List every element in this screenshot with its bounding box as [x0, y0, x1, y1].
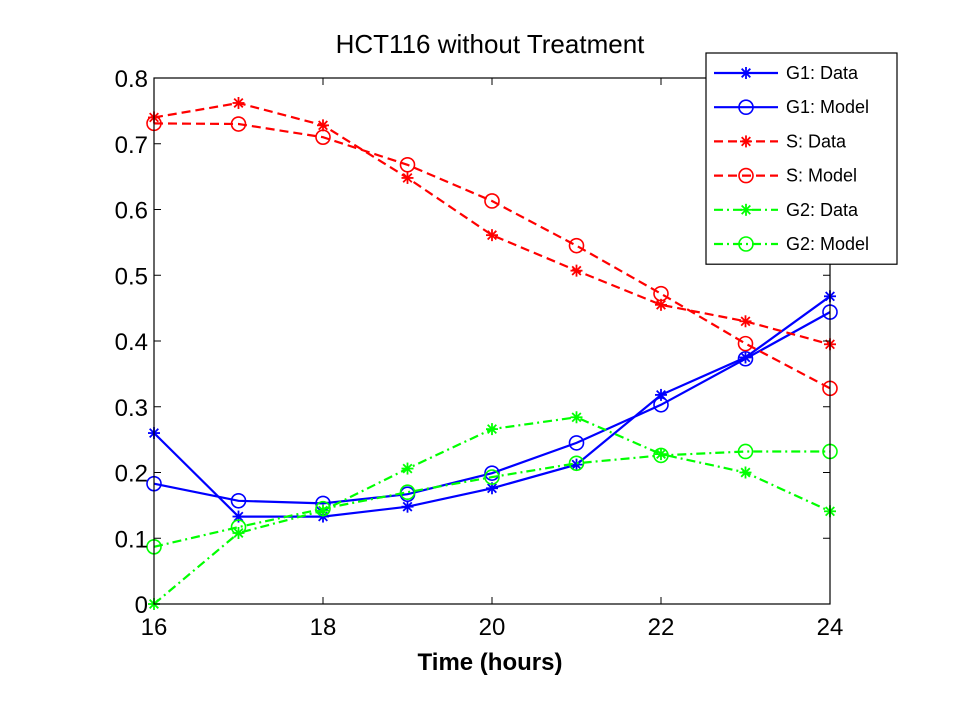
data-point	[401, 171, 414, 184]
data-point	[401, 500, 414, 513]
x-tick-label: 20	[479, 614, 506, 641]
x-tick-label: 24	[817, 614, 844, 641]
data-point	[739, 315, 752, 328]
data-point	[570, 264, 583, 277]
legend-label: G1: Data	[786, 63, 859, 83]
series-line	[153, 101, 831, 346]
data-point	[315, 500, 331, 517]
legend-marker	[738, 99, 754, 115]
data-point	[739, 466, 752, 479]
series-g2-data	[148, 411, 836, 610]
data-point	[317, 119, 329, 132]
legend-item: G1: Model	[714, 97, 869, 117]
legend-marker	[740, 67, 752, 79]
data-point	[230, 519, 247, 535]
legend-item: G2: Data	[714, 200, 859, 220]
legend-marker	[740, 203, 752, 216]
legend-item: G1: Data	[714, 63, 859, 83]
data-point	[653, 447, 669, 464]
series-line	[153, 311, 831, 505]
data-point	[484, 193, 500, 209]
legend-label: S: Model	[786, 166, 857, 186]
legend-marker	[740, 135, 752, 148]
data-point	[484, 465, 500, 481]
data-point	[399, 156, 416, 173]
legend-label: G2: Data	[786, 200, 859, 220]
legend-marker	[738, 167, 754, 184]
x-tick-label: 22	[648, 614, 675, 641]
legend-marker	[738, 236, 754, 252]
data-point	[653, 396, 669, 413]
data-point	[230, 492, 247, 509]
legend-box	[705, 52, 898, 265]
x-tick-label: 16	[141, 614, 168, 641]
x-tick-label: 18	[310, 614, 337, 641]
data-point	[486, 423, 498, 436]
series-line	[153, 122, 831, 390]
legend-label: G1: Model	[786, 97, 869, 117]
series-g1-model	[146, 304, 838, 512]
series-line	[153, 416, 831, 605]
data-point	[570, 411, 583, 424]
data-point	[568, 455, 585, 472]
y-tick-label: 0.7	[115, 132, 148, 159]
legend-item: G2: Model	[714, 234, 869, 254]
data-point	[232, 96, 245, 109]
data-point	[655, 298, 667, 311]
data-point	[399, 484, 416, 501]
data-point	[737, 335, 754, 352]
y-tick-label: 0.5	[115, 263, 148, 290]
data-point	[401, 462, 414, 475]
data-point	[232, 510, 245, 523]
data-point	[737, 350, 754, 367]
legend-label: S: Data	[786, 131, 847, 151]
legend: G1: Data G1: Model S: Data S: Model G2: Data…	[705, 52, 898, 265]
data-point	[653, 285, 669, 302]
data-point	[315, 129, 331, 145]
y-tick-label: 0.2	[115, 461, 148, 488]
axes: 16 18 20 22 24 0 0.1 0.2 0.3 0.4 0.5 0.6 0.7 0.8	[115, 66, 844, 641]
data-point	[655, 448, 667, 461]
data-point	[484, 469, 500, 485]
y-tick-label: 0.8	[115, 66, 148, 93]
data-point	[230, 116, 247, 132]
data-point	[568, 435, 585, 451]
y-tick-label: 0.3	[115, 395, 148, 422]
series-line	[153, 450, 830, 548]
legend-label: G2: Model	[786, 234, 869, 254]
y-tick-label: 0	[135, 592, 148, 619]
y-tick-label: 0.4	[115, 329, 148, 356]
legend-item: S: Data	[714, 131, 847, 151]
series-g1-data	[148, 290, 836, 523]
chart-title: HCT116 without Treatment	[336, 29, 646, 59]
series-s-model	[146, 115, 838, 397]
data-point	[568, 237, 585, 254]
data-point	[737, 443, 754, 460]
data-point	[486, 229, 498, 242]
y-tick-label: 0.6	[115, 198, 148, 225]
legend-item: S: Model	[714, 166, 857, 186]
x-axis-label: Time (hours)	[418, 649, 563, 676]
y-tick-label: 0.1	[115, 526, 148, 553]
series-g2-model	[146, 443, 838, 555]
